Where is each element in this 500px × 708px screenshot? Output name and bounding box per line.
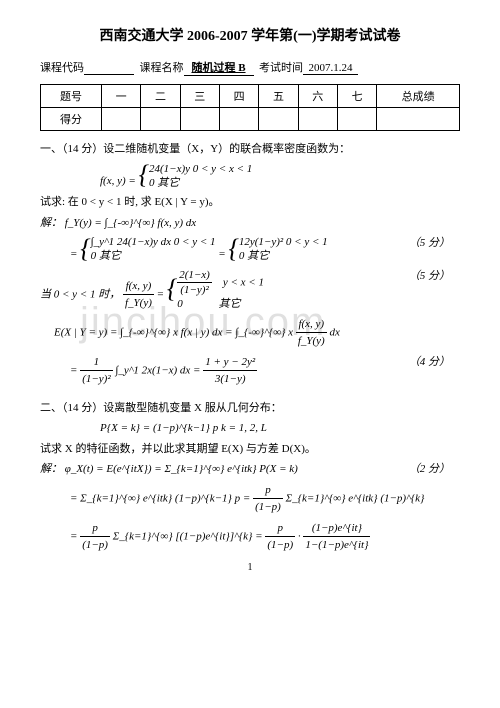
points-1: （5 分） xyxy=(409,235,450,252)
q1-sol-4: E(X | Y = y) = ∫_{-∞}^{∞} x f(x | y) dx … xyxy=(54,316,460,350)
score-label: 得分 xyxy=(41,108,102,131)
q1-header: 一、（14 分）设二维随机变量（X，Y）的联合概率密度函数为： xyxy=(40,141,460,158)
q1-sol-1: 解： f_Y(y) = ∫_{-∞}^{∞} f(x, y) dx xyxy=(40,215,460,232)
course-code-blank xyxy=(84,62,134,75)
exam-title: 西南交通大学 2006-2007 学年第(一)学期考试试卷 xyxy=(40,25,460,45)
col-header: 五 xyxy=(259,85,298,108)
table-row: 得分 xyxy=(41,108,460,131)
q2-sol-2: = Σ_{k=1}^{∞} e^{itk} (1−p)^{k−1} p = p(… xyxy=(70,482,460,516)
col-header: 二 xyxy=(141,85,180,108)
col-header: 题号 xyxy=(41,85,102,108)
col-header: 三 xyxy=(180,85,219,108)
exam-meta: 课程代码 课程名称 随机过程 B 考试时间 2007.1.24 xyxy=(40,59,460,76)
q2-header: 二、（14 分）设离散型随机变量 X 服从几何分布： xyxy=(40,400,460,417)
col-header: 总成绩 xyxy=(377,85,460,108)
col-header: 六 xyxy=(298,85,337,108)
points-4: （2 分） xyxy=(409,461,450,478)
col-header: 七 xyxy=(337,85,376,108)
q2-sol-1: 解： φ_X(t) = E(e^{itX}) = Σ_{k=1}^{∞} e^{… xyxy=(40,461,460,478)
col-header: 四 xyxy=(219,85,258,108)
q1-ask: 试求: 在 0 < y < 1 时, 求 E(X | Y = y)。 xyxy=(40,194,460,211)
q2-pmf: P{X = k} = (1−p)^{k−1} p k = 1, 2, L xyxy=(100,420,460,437)
table-row: 题号 一 二 三 四 五 六 七 总成绩 xyxy=(41,85,460,108)
q2-sol-3: = p(1−p) Σ_{k=1}^{∞} [(1−p)e^{it}]^{k} =… xyxy=(70,520,460,554)
q1-sol-3: 当 0 < y < 1 时， f(x, y)f_Y(y) = { 2(1−x)(… xyxy=(40,268,460,312)
q1-joint-density: f(x, y) = { 24(1−x)y 0 < y < x < 1 0 其它 xyxy=(100,162,460,191)
exam-time-label: 考试时间 xyxy=(259,59,303,75)
course-name: 随机过程 B xyxy=(184,59,254,76)
score-table: 题号 一 二 三 四 五 六 七 总成绩 得分 xyxy=(40,84,460,131)
col-header: 一 xyxy=(101,85,140,108)
points-2: （5 分） xyxy=(409,268,450,285)
page-number: 1 xyxy=(40,562,460,573)
q1-sol-2: = { ∫_y^1 24(1−x)y dx 0 < y < 1 0 其它 = {… xyxy=(70,235,460,264)
q1-sol-5: = 1(1−y)² ∫_y^1 2x(1−x) dx = 1 + y − 2y²… xyxy=(70,354,460,388)
points-3: （4 分） xyxy=(409,354,450,371)
q2-ask: 试求 X 的特征函数，并以此求其期望 E(X) 与方差 D(X)。 xyxy=(40,441,460,458)
course-code-label: 课程代码 xyxy=(40,59,84,75)
exam-time: 2007.1.24 xyxy=(303,62,358,75)
course-name-label: 课程名称 xyxy=(140,59,184,75)
